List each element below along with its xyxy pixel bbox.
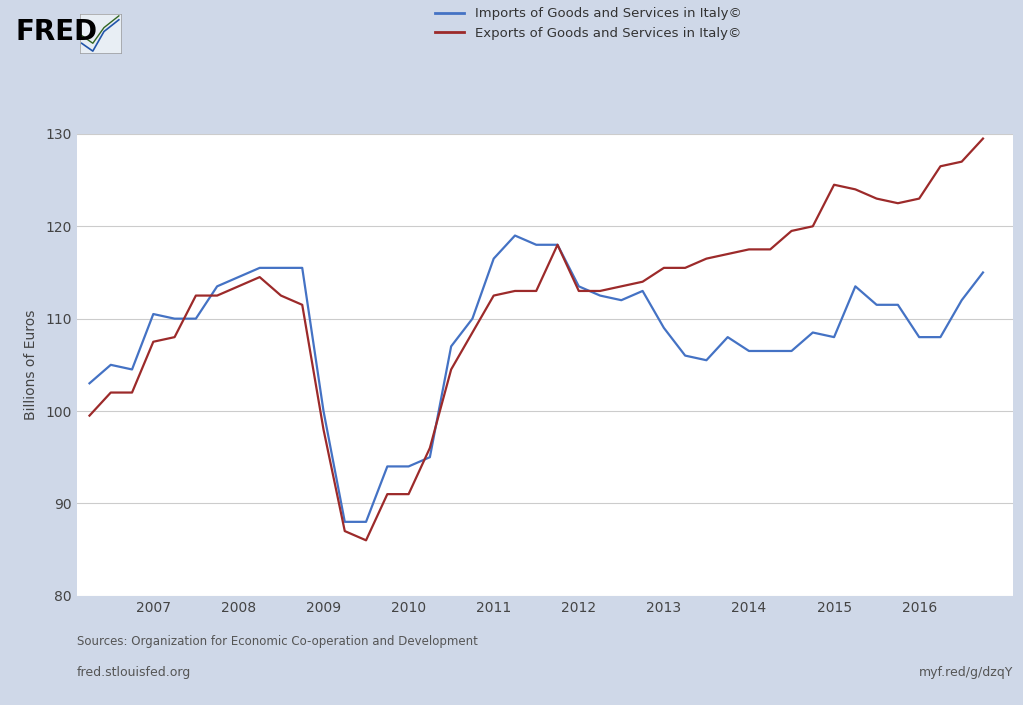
- Text: myf.red/g/dzqY: myf.red/g/dzqY: [919, 666, 1013, 679]
- Text: fred.stlouisfed.org: fred.stlouisfed.org: [77, 666, 191, 679]
- Text: FRED: FRED: [15, 18, 97, 46]
- Legend: Imports of Goods and Services in Italy©, Exports of Goods and Services in Italy©: Imports of Goods and Services in Italy©,…: [430, 2, 747, 45]
- Text: Sources: Organization for Economic Co-operation and Development: Sources: Organization for Economic Co-op…: [77, 634, 478, 647]
- Y-axis label: Billions of Euros: Billions of Euros: [25, 309, 39, 420]
